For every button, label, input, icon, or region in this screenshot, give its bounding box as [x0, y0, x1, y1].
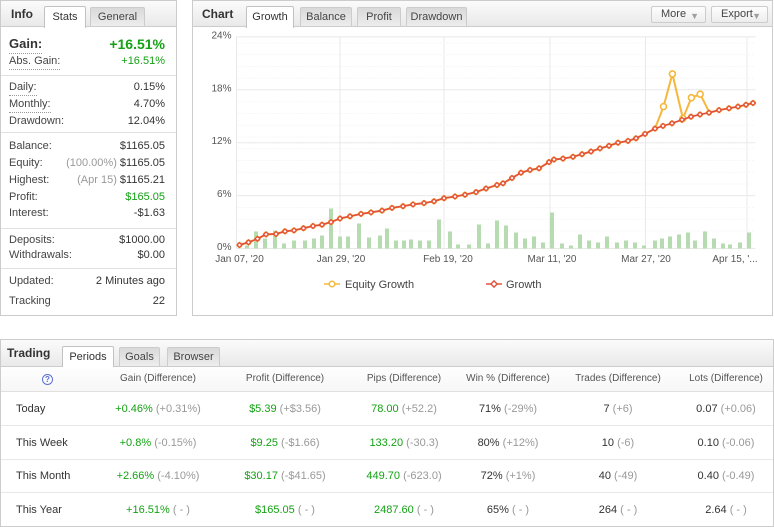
svg-text:0%: 0%	[217, 242, 232, 253]
svg-text:12%: 12%	[211, 136, 231, 147]
svg-text:24%: 24%	[211, 30, 231, 41]
svg-text:Feb 19, '20: Feb 19, '20	[423, 254, 473, 265]
svg-text:Growth: Growth	[506, 279, 541, 291]
svg-text:Jan 07, '20: Jan 07, '20	[215, 254, 264, 265]
svg-text:18%: 18%	[211, 83, 231, 94]
svg-text:Mar 27, '20: Mar 27, '20	[621, 254, 671, 265]
svg-text:Mar 11, '20: Mar 11, '20	[528, 254, 577, 265]
svg-text:6%: 6%	[217, 189, 232, 200]
svg-text:Apr 15, '...: Apr 15, '...	[712, 254, 757, 265]
svg-text:Jan 29, '20: Jan 29, '20	[317, 254, 366, 265]
svg-text:Equity Growth: Equity Growth	[345, 279, 414, 291]
